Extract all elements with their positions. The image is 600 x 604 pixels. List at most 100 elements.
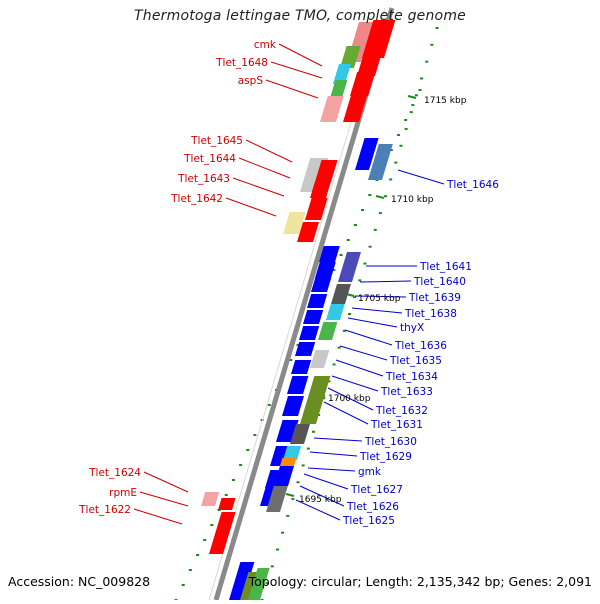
leader-line (278, 43, 323, 67)
gene-feature (305, 198, 328, 220)
label-leaders (133, 43, 445, 525)
guide-dot (296, 481, 300, 484)
gene-feature (201, 492, 220, 506)
guide-dot (281, 531, 285, 534)
leader-line (139, 491, 189, 507)
guide-dot (389, 149, 393, 151)
leader-line (313, 437, 363, 442)
guide-dot (265, 582, 269, 585)
guide-dot (373, 228, 377, 231)
guide-dot (430, 43, 434, 46)
gene-feature (300, 376, 331, 424)
guide-dot (210, 524, 214, 526)
guide-dot (181, 584, 185, 586)
gene-feature (218, 498, 236, 510)
guide-dot (322, 397, 326, 400)
gene-label-tlet_1626: Tlet_1626 (346, 501, 399, 513)
guide-dot (306, 447, 310, 450)
guide-dot (289, 359, 293, 361)
kbp-tick (285, 493, 295, 497)
gene-feature (248, 568, 270, 600)
gene-label-tlet_1648: Tlet_1648 (215, 57, 268, 69)
guide-dot (399, 144, 403, 147)
leader-line (133, 508, 183, 525)
scale-label: 1695 kbp (299, 495, 342, 505)
leader-line (303, 473, 349, 490)
gene-label-tlet_1627: Tlet_1627 (350, 484, 403, 496)
guide-dot (301, 464, 305, 467)
guide-dot (270, 565, 274, 568)
gene-label-rpme: rpmE (109, 487, 137, 499)
gene-label-tlet_1638: Tlet_1638 (404, 308, 457, 320)
gene-label-tlet_1622: Tlet_1622 (78, 504, 131, 516)
guide-dot (275, 548, 279, 551)
guide-dot (332, 363, 336, 366)
guide-dot (384, 195, 388, 198)
leader-line (339, 345, 388, 361)
gene-feature (274, 466, 294, 486)
gene-label-thyx: thyX (400, 322, 424, 334)
leader-line (331, 375, 379, 392)
gene-feature (333, 64, 351, 84)
leader-line (265, 79, 319, 99)
leader-line (143, 471, 189, 493)
gene-feature (280, 458, 297, 466)
genome-summary: Topology: circular; Length: 2,135,342 bp… (248, 574, 592, 589)
gene-feature (326, 304, 345, 320)
scale-labels: 1715 kbp 1710 kbp 1705 kbp 1700 kbp 1695 kbp (299, 96, 467, 505)
leader-line (359, 280, 412, 283)
gene-feature (297, 222, 319, 242)
gene-label-tlet_1629: Tlet_1629 (359, 451, 412, 463)
leader-line (307, 467, 356, 472)
leader-line (299, 485, 345, 507)
gene-label-asps: aspS (238, 75, 264, 87)
guide-dot (368, 194, 372, 196)
accession-label: Accession: NC_009828 (8, 574, 151, 589)
gene-feature (319, 246, 340, 262)
gene-feature (303, 310, 324, 324)
gene-feature (362, 20, 396, 58)
guide-dot (337, 346, 341, 349)
leader-line (351, 307, 403, 314)
gene-features (201, 20, 396, 600)
scale-label: 1715 kbp (424, 96, 467, 106)
leader-line (397, 169, 445, 185)
leader-line (309, 451, 358, 457)
kbp-tick (407, 95, 417, 99)
guide-dot (332, 269, 336, 271)
gene-label-cmk: cmk (254, 39, 277, 51)
guide-dot (409, 111, 413, 114)
gene-feature (290, 424, 310, 444)
map-title: Thermotoga lettingae TMO, complete genom… (134, 8, 466, 24)
guide-dot (346, 239, 350, 241)
gene-label-tlet_1639: Tlet_1639 (408, 292, 461, 304)
guide-dot (348, 313, 351, 315)
guide-dot (378, 212, 382, 215)
gene-label-tlet_1635: Tlet_1635 (389, 355, 442, 367)
gene-label-tlet_1640: Tlet_1640 (413, 276, 466, 288)
guide-dot (296, 344, 300, 346)
gene-label-gmk: gmk (358, 466, 382, 478)
guide-dot (414, 94, 418, 97)
gene-label-tlet_1646: Tlet_1646 (446, 179, 499, 191)
guide-dot (291, 498, 295, 501)
gene-label-tlet_1641: Tlet_1641 (419, 261, 472, 273)
scale-label: 1710 kbp (391, 195, 434, 205)
leader-line (344, 329, 393, 346)
gene-feature (318, 322, 338, 340)
guide-dot (353, 296, 357, 299)
guide-dot (389, 178, 393, 181)
gene-feature (331, 284, 351, 304)
leader-line (232, 177, 285, 197)
gene-label-tlet_1624: Tlet_1624 (88, 467, 141, 479)
guide-dot (267, 404, 271, 406)
guide-dot (420, 77, 424, 80)
gene-feature (307, 294, 328, 308)
gene-feature (266, 486, 288, 512)
guide-dot (368, 245, 372, 248)
gene-feature (209, 512, 236, 554)
guide-dot (358, 279, 362, 282)
guide-dot (253, 434, 257, 436)
guide-dot (425, 60, 429, 63)
